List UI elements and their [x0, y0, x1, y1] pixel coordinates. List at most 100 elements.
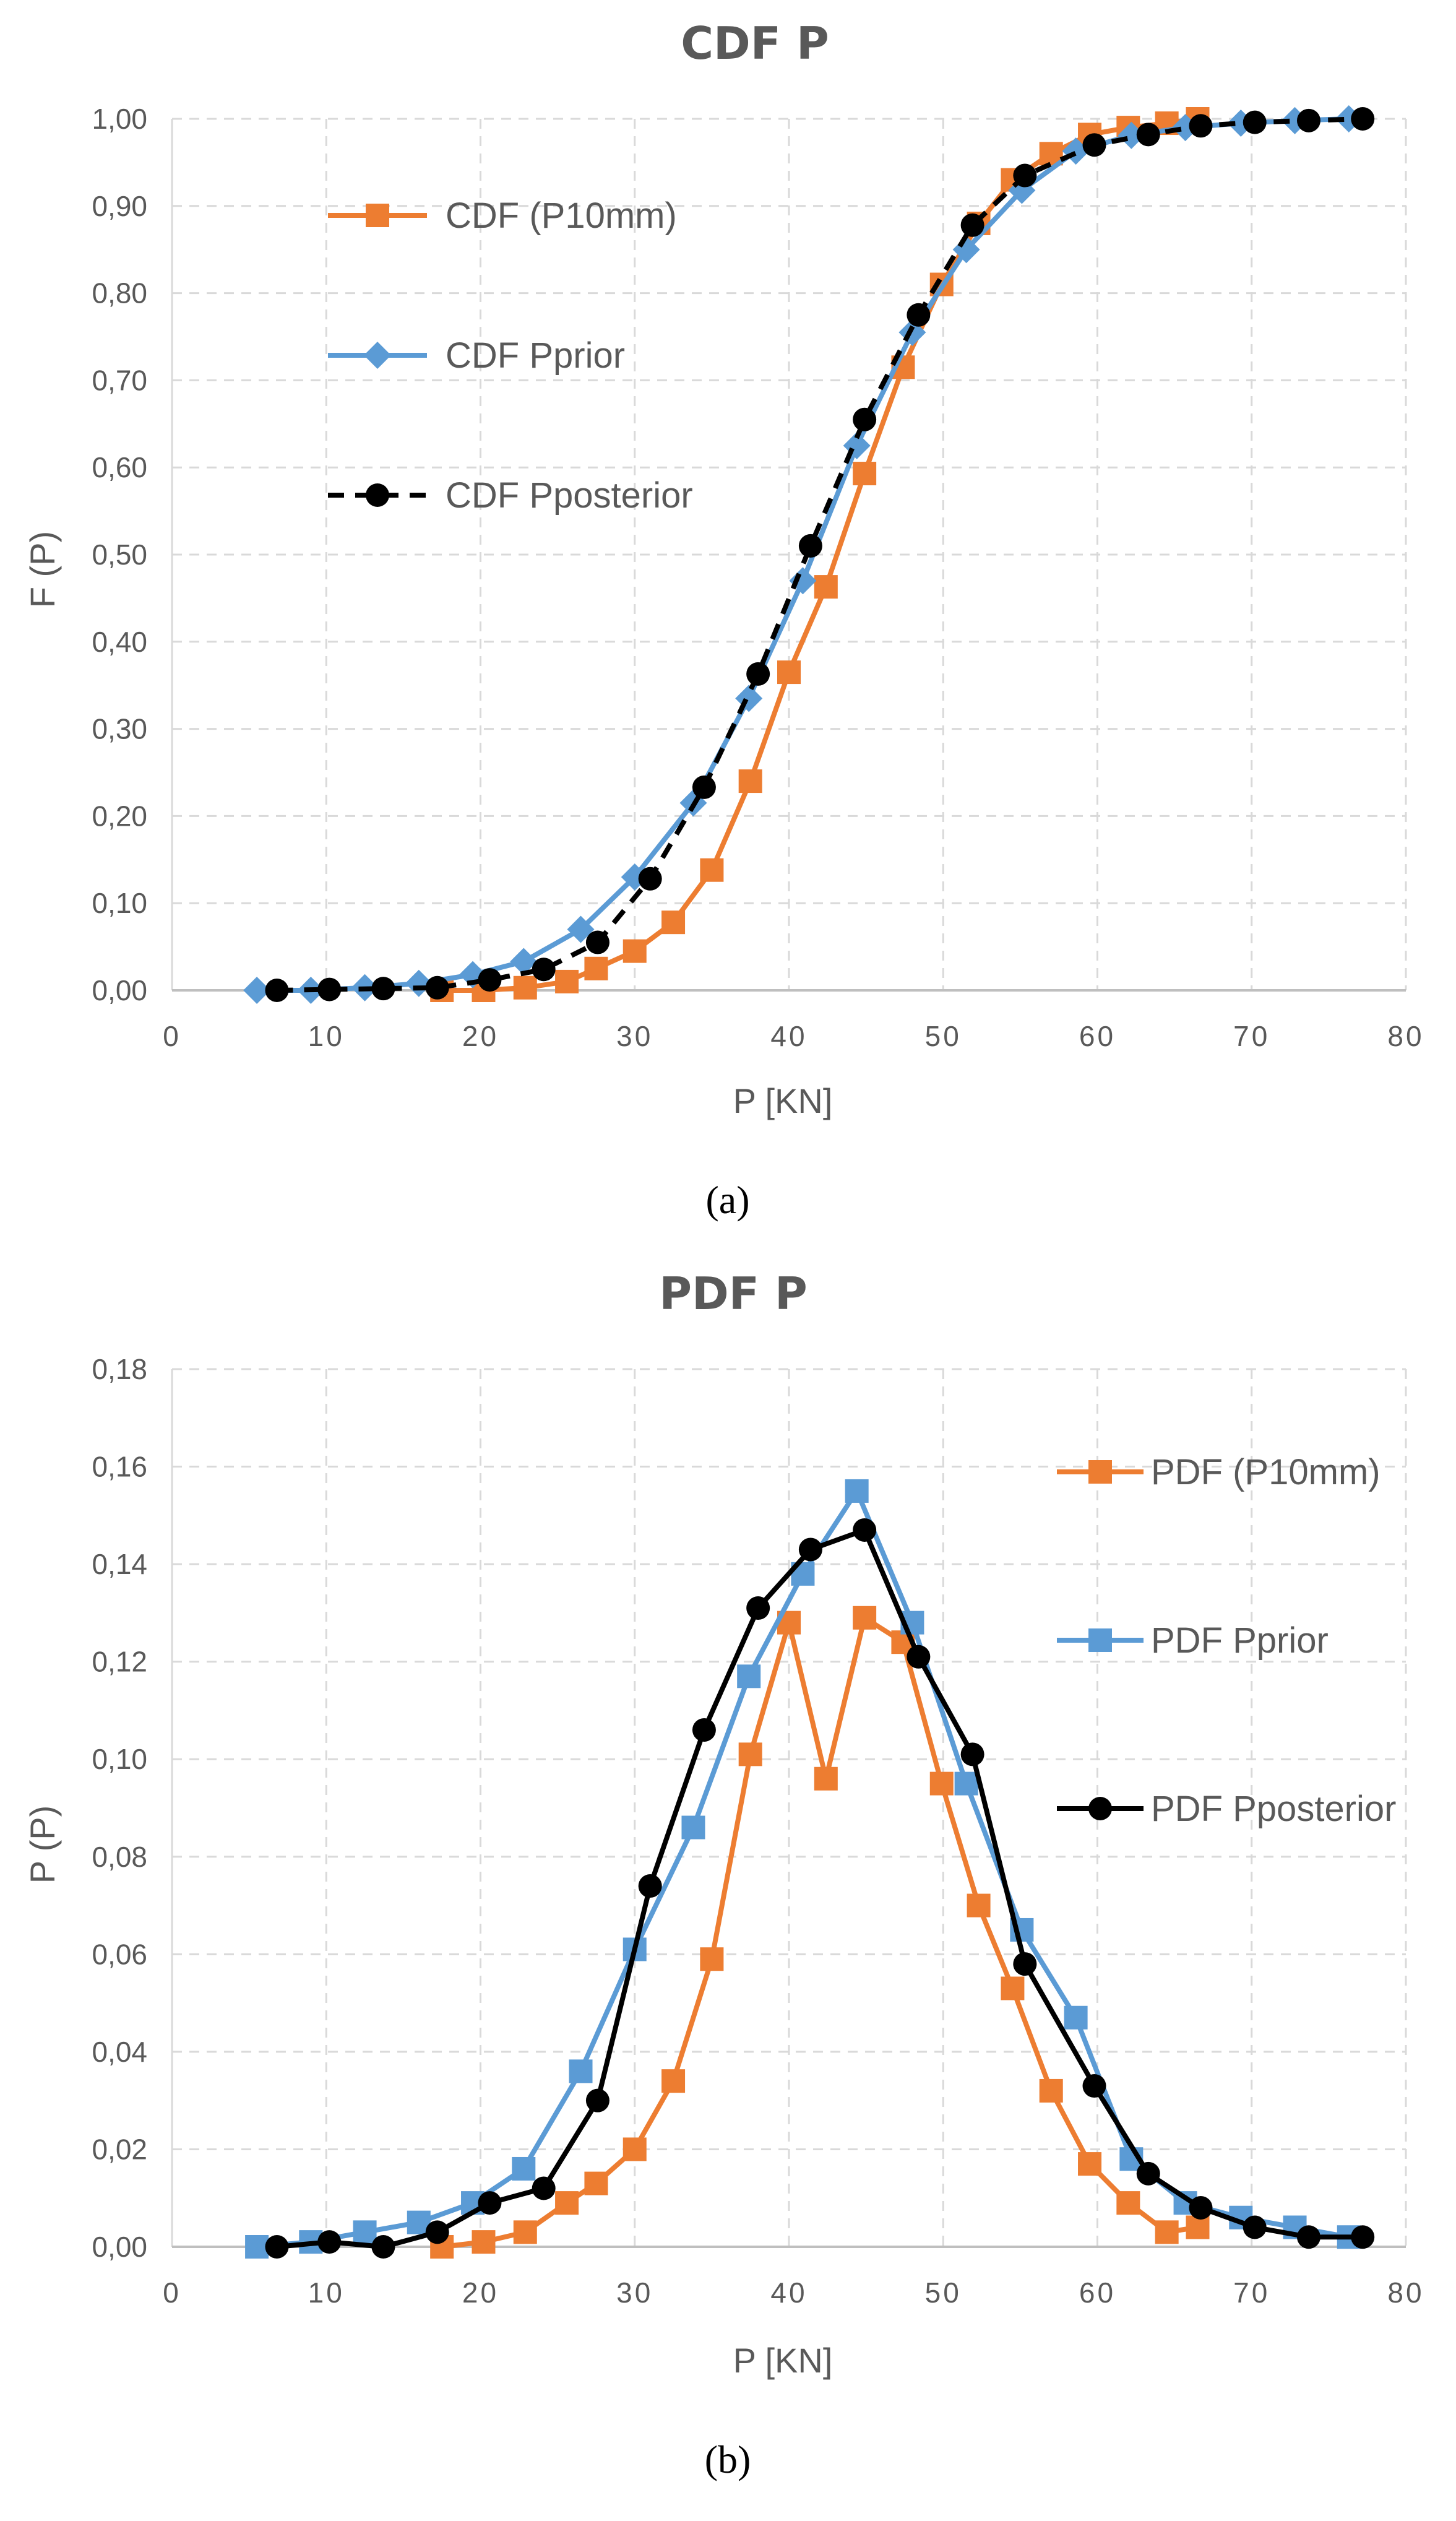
- data-point: [853, 1606, 877, 1630]
- legend-label: PDF (P10mm): [1151, 1452, 1381, 1492]
- data-point: [1351, 107, 1375, 131]
- series-pdf-pposterior: [265, 1518, 1375, 2259]
- data-point: [425, 975, 449, 1000]
- data-point: [555, 2191, 579, 2215]
- y-axis-label: P (P): [23, 1805, 62, 1884]
- data-point: [853, 407, 877, 431]
- data-point: [555, 969, 579, 993]
- legend-marker: [1088, 1628, 1112, 1652]
- x-tick-label: 70: [1233, 1020, 1270, 1052]
- data-point: [472, 2230, 496, 2254]
- data-point: [814, 1766, 838, 1791]
- data-point: [845, 1479, 869, 1503]
- y-tick-label: 0,18: [92, 1353, 147, 1385]
- data-point: [478, 968, 502, 992]
- data-point: [317, 977, 342, 1001]
- data-point: [371, 2235, 395, 2259]
- y-tick-label: 1,00: [92, 103, 147, 135]
- x-tick-label: 60: [1079, 1020, 1116, 1052]
- tick-labels: 0 10 20 30 40 50 60 70 80 0,00 0,10 0,20 0,30 0,40 0,5…: [92, 103, 1421, 1052]
- data-point: [814, 575, 838, 599]
- legend-marker: [366, 483, 389, 507]
- y-tick-label: 0,12: [92, 1646, 147, 1678]
- chart-title: PDF P: [659, 1268, 808, 1320]
- data-point: [371, 977, 395, 1001]
- data-point: [798, 1537, 822, 1562]
- legend-entry: PDF Pprior: [1057, 1620, 1329, 1661]
- y-tick-label: 0,02: [92, 2133, 147, 2165]
- data-point: [567, 915, 595, 943]
- x-tick-label: 40: [770, 1020, 807, 1052]
- grid: [172, 118, 1407, 990]
- chart-title: CDF P: [681, 17, 829, 69]
- data-point: [700, 1947, 724, 1971]
- data-point: [584, 2171, 608, 2195]
- data-point: [853, 1518, 877, 1542]
- data-point: [960, 1742, 984, 1766]
- x-tick-label: 10: [308, 2277, 345, 2309]
- x-tick-label: 80: [1387, 2277, 1424, 2309]
- data-point: [353, 2220, 377, 2244]
- data-point: [661, 910, 686, 935]
- data-point: [513, 2220, 537, 2244]
- data-point: [243, 977, 271, 1004]
- data-point: [1189, 2195, 1213, 2220]
- data-point: [1155, 2220, 1179, 2244]
- data-point: [907, 1645, 931, 1669]
- data-point: [1351, 2225, 1375, 2249]
- data-point: [532, 2176, 556, 2200]
- legend-entry: CDF Pposterior: [328, 475, 693, 516]
- series-pdf-pprior: [245, 1479, 1361, 2259]
- data-point: [1013, 1952, 1037, 1976]
- legend-label: CDF Pprior: [446, 335, 625, 376]
- x-tick-label: 30: [616, 2277, 653, 2309]
- data-point: [584, 956, 608, 980]
- data-point: [960, 213, 984, 237]
- data-point: [1296, 108, 1320, 132]
- data-point: [638, 867, 662, 891]
- legend-label: CDF (P10mm): [446, 196, 677, 236]
- y-tick-label: 0,10: [92, 887, 147, 919]
- panel-caption: (b): [705, 2437, 751, 2481]
- data-point: [585, 930, 610, 954]
- data-point: [661, 2069, 686, 2093]
- data-point: [245, 2235, 269, 2259]
- x-axis-label: P [KN]: [733, 2341, 833, 2380]
- cdf-chart: CDF P 0 10 20 30 40 50 60 70 800,000,100,200,300…: [23, 17, 1422, 1222]
- pdf-chart: PDF P 0 10 20 30 40 50 60 70 800,000,020,040,060…: [23, 1268, 1424, 2481]
- data-point: [746, 662, 770, 686]
- legend-marker: [366, 204, 389, 227]
- data-point: [1082, 133, 1106, 157]
- data-point: [1296, 2225, 1320, 2249]
- y-tick-label: 0,06: [92, 1938, 147, 1970]
- y-tick-label: 0,10: [92, 1743, 147, 1775]
- panel-caption: (a): [705, 1178, 749, 1222]
- data-point: [1118, 121, 1145, 149]
- data-point: [907, 303, 931, 327]
- y-tick-label: 0,90: [92, 190, 147, 222]
- y-tick-label: 0,14: [92, 1548, 147, 1580]
- series-cdf-pposterior: [265, 107, 1375, 1002]
- data-point: [929, 1771, 954, 1796]
- data-point: [513, 975, 537, 1000]
- y-tick-label: 0,60: [92, 451, 147, 483]
- x-tick-label: 20: [462, 1020, 499, 1052]
- data-point: [425, 2220, 449, 2244]
- y-tick-label: 0,20: [92, 800, 147, 832]
- y-tick-label: 0,80: [92, 277, 147, 309]
- x-tick-label: 30: [616, 1020, 653, 1052]
- y-tick-label: 0,16: [92, 1451, 147, 1483]
- data-point: [1013, 163, 1037, 188]
- series-line: [256, 1488, 1350, 2249]
- data-point: [512, 2156, 536, 2181]
- data-point: [532, 958, 556, 982]
- data-point: [1116, 2191, 1140, 2215]
- x-axis-label: P [KN]: [733, 1081, 833, 1120]
- legend-entry: PDF (P10mm): [1057, 1452, 1381, 1492]
- y-tick-label: 0,04: [92, 2036, 147, 2068]
- data-point: [738, 1742, 762, 1766]
- data-point: [789, 567, 817, 595]
- data-point: [853, 462, 877, 486]
- data-point: [1186, 2215, 1210, 2239]
- y-tick-label: 0,30: [92, 713, 147, 745]
